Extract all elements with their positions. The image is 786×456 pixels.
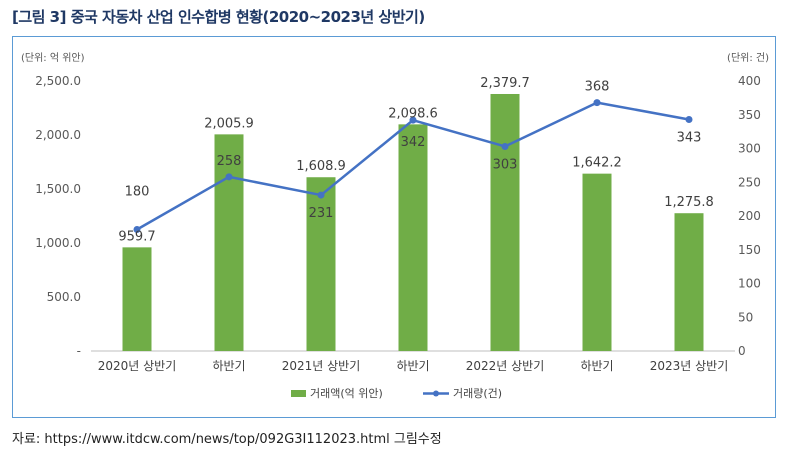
right-axis-unit: (단위: 건) bbox=[727, 51, 769, 64]
bar-data-label: 2,005.9 bbox=[204, 116, 254, 131]
line-point bbox=[409, 116, 417, 124]
line-data-label: 180 bbox=[125, 185, 150, 200]
bar-series bbox=[122, 93, 704, 351]
bar bbox=[490, 93, 520, 351]
right-tick-label: 0 bbox=[738, 344, 746, 358]
bar bbox=[398, 124, 428, 351]
left-tick-label: 2,500.0 bbox=[35, 74, 81, 88]
right-tick-label: 100 bbox=[738, 277, 761, 291]
x-tick-label: 하반기 bbox=[580, 359, 613, 373]
bar bbox=[214, 134, 244, 351]
line-data-label: 258 bbox=[217, 154, 242, 169]
bar bbox=[122, 247, 152, 351]
left-tick-label: 500.0 bbox=[47, 290, 81, 304]
left-tick-label: 1,500.0 bbox=[35, 182, 81, 196]
x-tick-label: 2021년 상반기 bbox=[282, 359, 361, 373]
line-point bbox=[317, 191, 325, 199]
right-tick-label: 250 bbox=[738, 175, 761, 189]
line-data-label: 231 bbox=[309, 206, 334, 221]
line-point bbox=[133, 226, 141, 233]
line-data-label: 343 bbox=[677, 130, 702, 145]
line-data-label: 303 bbox=[493, 157, 518, 172]
chart-frame: (단위: 억 위안) (단위: 건) - 500.0 1,000.0 1,500.0 2… bbox=[12, 36, 776, 418]
line-data-label: 368 bbox=[585, 80, 610, 95]
combo-chart: (단위: 억 위안) (단위: 건) - 500.0 1,000.0 1,500.0 2… bbox=[21, 51, 769, 400]
right-tick-label: 50 bbox=[738, 310, 753, 324]
figure-title: [그림 3] 중국 자동차 산업 인수합병 현황(2020~2023년 상반기) bbox=[12, 8, 425, 26]
line-point bbox=[225, 173, 233, 181]
right-tick-label: 400 bbox=[738, 74, 761, 88]
line-point bbox=[501, 142, 509, 150]
line-point bbox=[685, 115, 693, 123]
line-data-label: 342 bbox=[401, 135, 426, 150]
left-axis-unit: (단위: 억 위안) bbox=[21, 51, 85, 64]
right-tick-label: 300 bbox=[738, 142, 761, 156]
line-point bbox=[593, 99, 601, 107]
right-axis: 0 50 100 150 200 250 300 350 400 bbox=[738, 74, 761, 358]
right-tick-label: 150 bbox=[738, 243, 761, 257]
left-axis: - 500.0 1,000.0 1,500.0 2,000.0 2,500.0 bbox=[35, 74, 81, 358]
legend-label-line: 거래량(건) bbox=[453, 387, 502, 400]
source-note: 자료: https://www.itdcw.com/news/top/092G3… bbox=[12, 432, 442, 447]
bar-data-label: 1,275.8 bbox=[664, 195, 714, 210]
bar bbox=[674, 213, 704, 351]
bar-data-label: 2,379.7 bbox=[480, 76, 530, 91]
right-tick-label: 200 bbox=[738, 209, 761, 223]
bar-data-label: 1,642.2 bbox=[572, 156, 622, 171]
legend-label-bar: 거래액(억 위안) bbox=[310, 387, 383, 400]
left-tick-label: - bbox=[77, 344, 81, 358]
x-tick-label: 하반기 bbox=[396, 359, 429, 373]
x-tick-label: 2020년 상반기 bbox=[98, 359, 177, 373]
legend-swatch-bar bbox=[291, 390, 306, 397]
bar bbox=[306, 177, 336, 351]
x-tick-label: 2023년 상반기 bbox=[650, 359, 729, 373]
x-tick-label: 2022년 상반기 bbox=[466, 359, 545, 373]
right-tick-label: 350 bbox=[738, 108, 761, 122]
legend: 거래액(억 위안) 거래량(건) bbox=[291, 387, 502, 400]
left-tick-label: 1,000.0 bbox=[35, 236, 81, 250]
line-series bbox=[133, 99, 693, 233]
line-data-labels: 180 258 231 342 303 368 343 bbox=[125, 80, 702, 221]
legend-swatch-marker bbox=[433, 390, 439, 397]
bar bbox=[582, 173, 612, 351]
bar-data-label: 2,098.6 bbox=[388, 106, 438, 121]
x-axis: 2020년 상반기 하반기 2021년 상반기 하반기 2022년 상반기 하반기 2023… bbox=[98, 359, 729, 373]
bar-data-label: 1,608.9 bbox=[296, 159, 346, 174]
bar-data-label: 959.7 bbox=[118, 229, 155, 244]
bar-data-labels: 959.7 2,005.9 1,608.9 2,098.6 2,379.7 1,642.2… bbox=[118, 76, 713, 244]
x-tick-label: 하반기 bbox=[212, 359, 245, 373]
left-tick-label: 2,000.0 bbox=[35, 128, 81, 142]
